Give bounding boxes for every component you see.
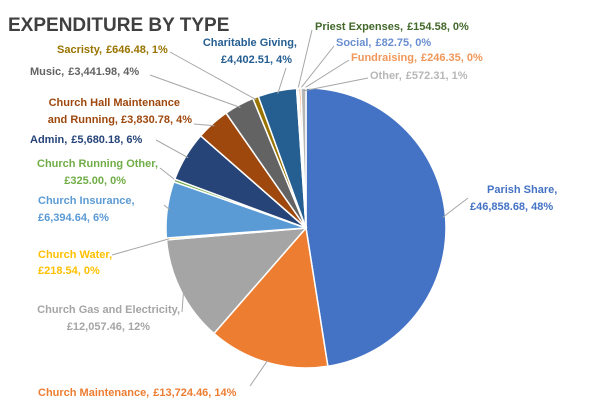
data-label-value: £82.75, 0% [375, 37, 431, 49]
data-label-category: Fundraising, [351, 52, 417, 64]
data-label-value: £6,394.64, 6% [38, 212, 109, 224]
leader-line [163, 204, 171, 211]
leader-line [249, 359, 269, 387]
pie-slice [300, 87, 307, 229]
data-label-value: £13,724.46, 14% [153, 387, 236, 399]
data-label-category: Admin, [30, 134, 67, 146]
data-label-category: Church Hall Maintenance [49, 97, 180, 109]
data-label-category: Church Insurance, [38, 195, 135, 207]
data-label: Church Maintenance, £13,724.46, 14% [38, 387, 237, 399]
leader-line [111, 238, 170, 256]
leader-line [296, 29, 313, 92]
data-label-category: Music, [30, 66, 64, 78]
leader-line [277, 67, 287, 94]
data-label-category: Social, [336, 37, 371, 49]
data-label-value: £325.00, 0% [64, 175, 126, 187]
data-label: Social, £82.75, 0% [336, 37, 431, 49]
data-label-value: £3,441.98, 4% [68, 66, 139, 78]
pie-slice [165, 227, 308, 335]
leader-line [193, 123, 215, 127]
leader-line [442, 197, 469, 218]
data-label-category: Priest Expenses, [315, 21, 403, 33]
data-label-category: Church Water, [38, 249, 112, 261]
data-label-value: £646.48, 1% [106, 44, 168, 56]
leader-line [303, 77, 369, 92]
leader-line [181, 290, 185, 313]
data-label-category: Church Gas and Electricity, [37, 304, 180, 316]
data-label: Music, £3,441.98, 4% [30, 66, 139, 78]
data-label-value: £5,680.18, 6% [71, 134, 142, 146]
leader-line [299, 59, 350, 92]
data-label-value: £572.31, 1% [406, 70, 468, 82]
data-label-value: and Running, £3,830.78, 4% [48, 114, 192, 126]
data-label-value: £154.58, 0% [407, 21, 469, 33]
data-label: Priest Expenses, £154.58, 0% [315, 21, 469, 33]
pie-slice [212, 226, 329, 369]
leader-line [298, 45, 335, 92]
data-label-value: £12,057.46, 12% [67, 321, 150, 333]
data-label-category: Other, [370, 70, 402, 82]
data-label-category: Church Maintenance, [38, 387, 149, 399]
data-label-value: £46,858.68, 48% [470, 201, 553, 213]
pie-slice [305, 87, 447, 368]
data-label: Sacristy, £646.48, 1% [57, 44, 168, 56]
data-label-category: Parish Share, [487, 184, 557, 196]
data-label-value: £4,402.51, 4% [221, 54, 292, 66]
data-label-category: Church Running Other, [37, 158, 158, 170]
chart-title: EXPENDITURE BY TYPE [8, 15, 229, 36]
data-label: Fundraising, £246.35, 0% [351, 52, 483, 64]
leader-line [149, 74, 241, 108]
leader-line [169, 51, 257, 101]
data-label-category: Sacristy, [57, 44, 102, 56]
leader-line [155, 139, 189, 159]
data-label: Admin, £5,680.18, 6% [30, 134, 142, 146]
data-label: Other, £572.31, 1% [370, 70, 468, 82]
data-label-value: £218.54, 0% [38, 265, 100, 277]
data-label-category: Charitable Giving, [203, 37, 297, 49]
data-label-value: £246.35, 0% [421, 52, 483, 64]
